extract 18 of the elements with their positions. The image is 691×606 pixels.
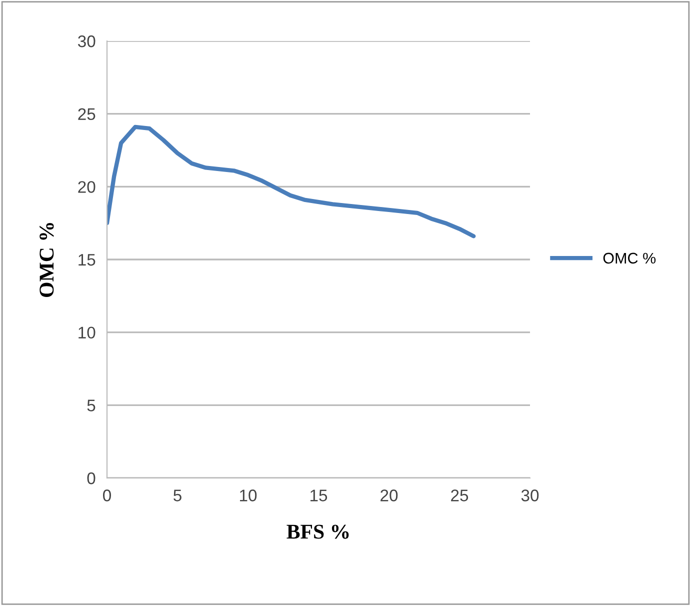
y-tick-label: 5	[87, 400, 96, 412]
x-tick-label: 20	[380, 490, 398, 502]
y-tick-label: 25	[78, 108, 96, 120]
x-axis-title: BFS %	[286, 524, 349, 539]
y-tick-label: 10	[78, 326, 96, 339]
legend-label: OMC %	[603, 252, 656, 264]
x-tick-label: 5	[174, 490, 182, 502]
y-tick-label: 20	[78, 181, 96, 193]
x-tick-label: 0	[103, 490, 111, 502]
y-tick-label: 0	[87, 472, 96, 484]
y-axis-title: OMC %	[40, 222, 54, 297]
x-tick-label: 25	[451, 490, 468, 502]
x-tick-label: 15	[310, 490, 328, 502]
y-tick-label: 15	[78, 254, 96, 266]
y-tick-label: 30	[78, 35, 96, 48]
x-tick-label: 30	[521, 490, 539, 502]
line-series	[107, 124, 476, 238]
x-tick-label: 10	[240, 490, 257, 502]
